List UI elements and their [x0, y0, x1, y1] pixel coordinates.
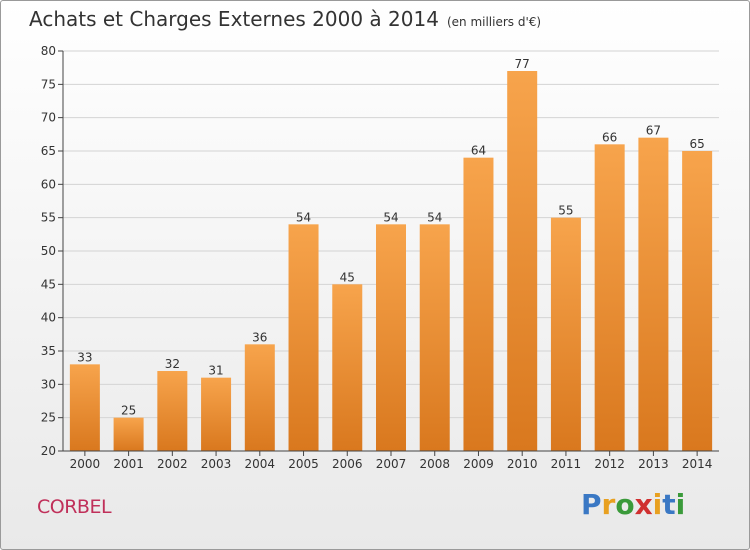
bar-2000	[69, 364, 100, 451]
bar-2009	[463, 157, 494, 451]
logo-letter: t	[662, 488, 676, 521]
x-tick-label: 2011	[551, 457, 582, 471]
data-label: 54	[296, 210, 311, 224]
x-tick-label: 2014	[682, 457, 713, 471]
bar-2010	[507, 71, 538, 451]
y-tick-label: 30	[41, 377, 56, 391]
y-tick-label: 25	[41, 411, 56, 425]
title-unit: (en milliers d'€)	[446, 15, 542, 29]
bar-2001	[113, 417, 144, 451]
bar-2011	[550, 217, 581, 451]
data-label: 54	[427, 210, 442, 224]
data-label: 64	[471, 144, 486, 158]
x-tick-label: 2009	[463, 457, 494, 471]
y-tick-label: 20	[41, 444, 56, 458]
y-tick-label: 35	[41, 344, 56, 358]
x-tick-label: 2000	[70, 457, 101, 471]
y-tick-label: 65	[41, 144, 56, 158]
logo-letter: o	[615, 488, 635, 521]
bar-2005	[288, 224, 319, 451]
bar-2008	[419, 224, 450, 451]
y-tick-label: 50	[41, 244, 56, 258]
logo-letter: P	[581, 488, 602, 521]
data-label: 66	[602, 130, 617, 144]
data-label: 55	[558, 204, 573, 218]
bar-2012	[594, 144, 625, 452]
y-tick-label: 75	[41, 77, 56, 91]
proxiti-logo: Proxiti	[581, 488, 685, 521]
logo-letter: x	[634, 488, 653, 521]
x-tick-label: 2006	[332, 457, 363, 471]
x-tick-label: 2010	[507, 457, 538, 471]
x-tick-label: 2012	[594, 457, 625, 471]
data-label: 31	[208, 364, 223, 378]
y-tick-label: 45	[41, 277, 56, 291]
data-label: 77	[515, 57, 530, 71]
bar-2002	[157, 371, 188, 451]
x-tick-label: 2002	[157, 457, 188, 471]
y-tick-label: 60	[41, 177, 56, 191]
data-label: 32	[165, 357, 180, 371]
x-tick-label: 2007	[376, 457, 407, 471]
data-label: 65	[689, 137, 704, 151]
data-label: 45	[340, 270, 355, 284]
commune-name: CORBEL	[37, 496, 112, 518]
bar-2003	[201, 377, 232, 451]
x-tick-label: 2004	[245, 457, 276, 471]
logo-letter: i	[675, 488, 686, 521]
y-tick-label: 70	[41, 111, 56, 125]
data-label: 25	[121, 404, 136, 418]
y-tick-label: 55	[41, 211, 56, 225]
chart-title: Achats et Charges Externes 2000 à 2014 (e…	[29, 7, 541, 31]
x-tick-label: 2013	[638, 457, 669, 471]
bar-2004	[244, 344, 275, 451]
title-text: Achats et Charges Externes 2000 à 2014	[29, 7, 439, 31]
x-tick-label: 2001	[113, 457, 144, 471]
bar-2014	[682, 151, 713, 451]
bar-2007	[376, 224, 406, 451]
data-label: 54	[383, 210, 398, 224]
logo-letter: i	[652, 488, 663, 521]
data-label: 33	[77, 350, 92, 364]
logo-letter: r	[601, 488, 616, 521]
y-tick-label: 80	[41, 44, 56, 58]
data-label: 67	[646, 124, 661, 138]
bar-2006	[332, 284, 363, 451]
x-tick-label: 2003	[201, 457, 232, 471]
x-tick-label: 2005	[288, 457, 319, 471]
x-tick-label: 2008	[419, 457, 450, 471]
y-tick-label: 40	[41, 311, 56, 325]
bar-2013	[638, 137, 669, 451]
data-label: 36	[252, 330, 267, 344]
